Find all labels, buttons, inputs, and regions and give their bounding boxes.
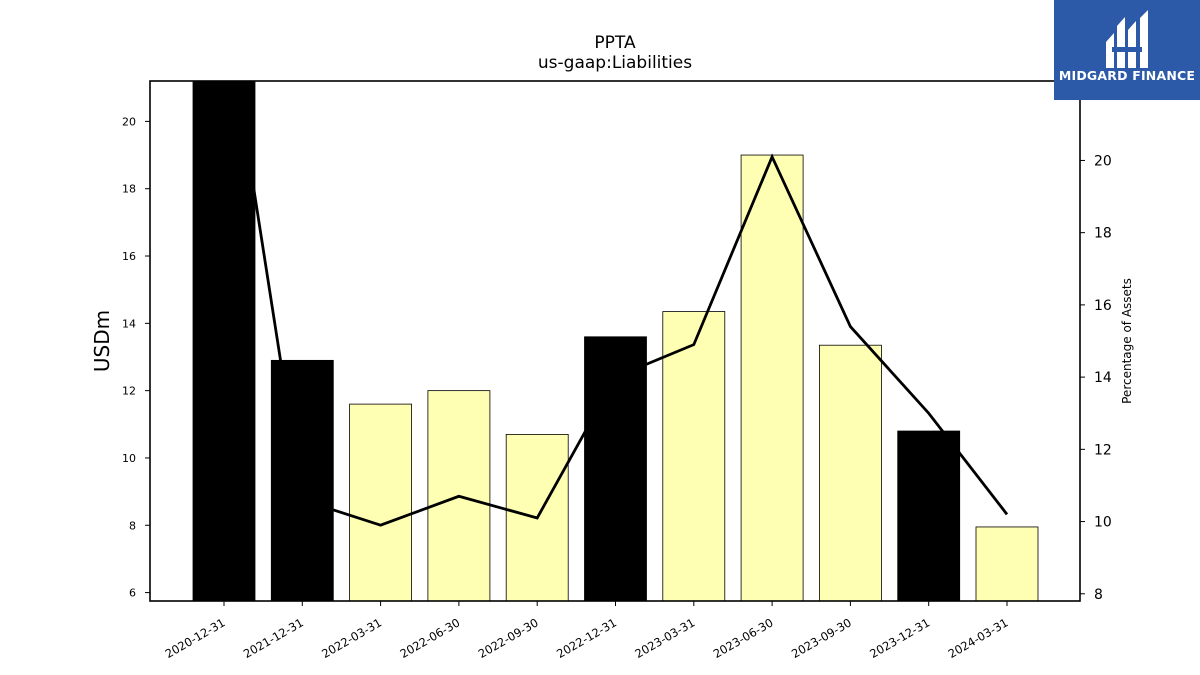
- bar: [192, 81, 256, 601]
- bar: [270, 359, 334, 601]
- x-tick-label: 2022-12-31: [554, 615, 619, 661]
- brand-name: MIDGARD FINANCE: [1058, 68, 1196, 83]
- x-tick-label: 2023-12-31: [867, 615, 932, 661]
- x-tick-label: 2022-03-31: [319, 615, 384, 661]
- x-tick-label: 2023-06-30: [711, 615, 776, 661]
- y-tick-label: 6: [129, 587, 136, 600]
- midgard-logo-icon: [1106, 10, 1148, 68]
- chart-title: PPTA: [594, 33, 636, 53]
- bar: [740, 154, 804, 601]
- y-right-tick-label: 8: [1094, 587, 1103, 603]
- bar: [819, 344, 882, 601]
- bar: [897, 430, 961, 601]
- y-tick-label: 16: [122, 250, 136, 263]
- y-tick-label: 8: [129, 519, 136, 532]
- y-tick-label: 18: [122, 183, 136, 196]
- y-tick-label: 14: [122, 317, 136, 330]
- bar: [349, 403, 413, 601]
- y-axis-label: USDm: [90, 310, 114, 372]
- bar: [584, 336, 647, 601]
- x-tick-label: 2020-12-31: [163, 615, 228, 661]
- y-right-tick-label: 14: [1094, 370, 1112, 386]
- x-tick-label: 2023-09-30: [789, 615, 854, 661]
- y-tick-label: 20: [122, 115, 136, 128]
- y-right-tick-label: 20: [1094, 153, 1112, 169]
- x-tick-label: 2024-03-31: [946, 615, 1011, 661]
- y-right-tick-label: 16: [1094, 298, 1112, 314]
- y-right-tick-label: 18: [1094, 226, 1112, 242]
- bar: [662, 311, 726, 601]
- x-tick-label: 2023-03-31: [632, 615, 697, 661]
- chart-subtitle: us-gaap:Liabilities: [537, 53, 693, 73]
- brand-logo: MIDGARD FINANCE: [1054, 0, 1200, 100]
- y-right-tick-label: 12: [1094, 442, 1112, 458]
- line-series: [235, 81, 1009, 527]
- y-tick-label: 10: [122, 452, 136, 465]
- y-right-tick-label: 10: [1094, 515, 1112, 531]
- bar: [975, 526, 1039, 601]
- x-tick-label: 2022-09-30: [476, 615, 541, 661]
- y-right-axis-label: Percentage of Assets: [1120, 278, 1134, 404]
- y-tick-label: 12: [122, 385, 136, 398]
- x-tick-label: 2021-12-31: [241, 615, 306, 661]
- x-tick-label: 2022-06-30: [398, 615, 463, 661]
